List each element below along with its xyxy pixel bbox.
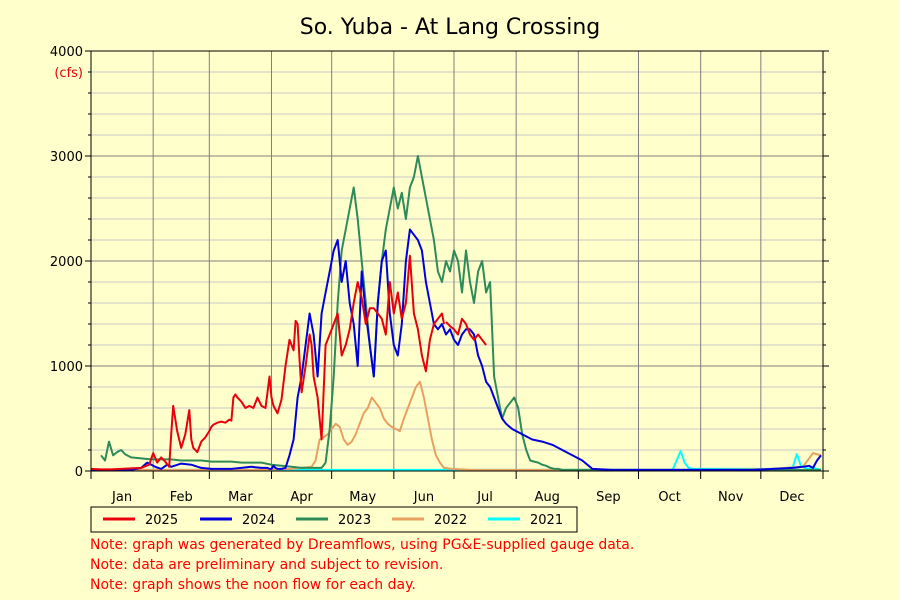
month-label: Dec (779, 490, 804, 505)
note-noon-flow: Note: graph shows the noon flow for each… (90, 577, 416, 593)
series-line-2023 (100, 155, 821, 471)
series-line-2025 (90, 254, 445, 471)
series-line-2022 (91, 380, 822, 471)
legend-label-2024: 2024 (242, 513, 275, 528)
month-label: Sep (596, 490, 621, 505)
chart-title: So. Yuba - At Lang Crossing (300, 15, 601, 40)
series-lines (90, 155, 822, 471)
series-line-2025-tail (445, 317, 487, 346)
y-axis-label: (cfs) (54, 66, 83, 81)
month-label: Jul (476, 490, 493, 505)
legend-label-2021: 2021 (530, 513, 563, 528)
series-line-2024 (91, 228, 822, 471)
month-label: Nov (718, 490, 744, 505)
legend: 2025 2024 2023 2022 2021 (90, 506, 578, 533)
y-tick-label: 2000 (50, 255, 83, 270)
note-preliminary: Note: data are preliminary and subject t… (90, 557, 444, 573)
grid (90, 50, 824, 472)
y-tick-label: 1000 (50, 360, 83, 375)
y-tick-label: 3000 (50, 150, 83, 165)
month-label: Oct (658, 490, 680, 505)
legend-label-2023: 2023 (338, 513, 371, 528)
month-label: Jun (413, 490, 434, 505)
y-tick-label: 4000 (50, 45, 83, 60)
month-label: Feb (170, 490, 193, 505)
month-label: Aug (535, 490, 560, 505)
month-label: Mar (228, 490, 253, 505)
note-source: Note: graph was generated by Dreamflows,… (90, 537, 635, 553)
month-label: May (349, 490, 376, 505)
month-label: Jan (111, 490, 132, 505)
flow-chart: So. Yuba - At Lang Crossing 0 1000 2000 300… (50, 15, 829, 533)
series-line-2021 (91, 450, 822, 471)
month-label: Apr (290, 490, 313, 505)
y-tick-label: 0 (75, 465, 83, 480)
legend-label-2025: 2025 (145, 513, 178, 528)
axes: 0 1000 2000 3000 4000 Jan Feb Mar Apr May Jun Jul Au… (50, 45, 829, 505)
legend-label-2022: 2022 (434, 513, 467, 528)
